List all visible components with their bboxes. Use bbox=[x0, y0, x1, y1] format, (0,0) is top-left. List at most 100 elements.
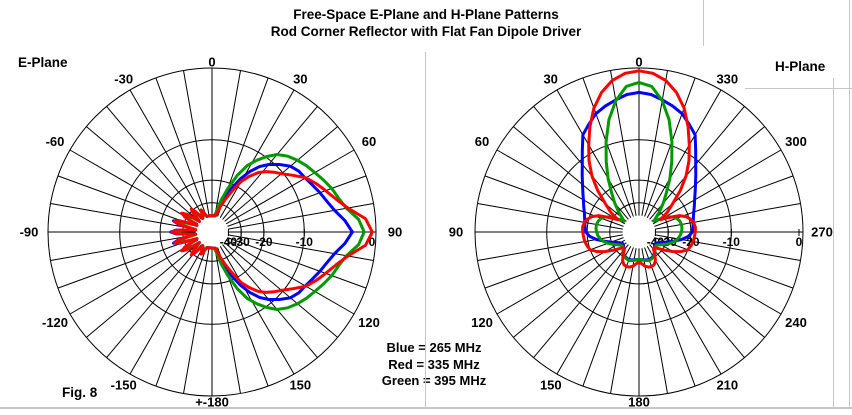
grid-spoke bbox=[651, 242, 765, 338]
window-border-bottom bbox=[0, 407, 852, 409]
angle-label: -150 bbox=[111, 377, 137, 392]
grid-spoke bbox=[222, 244, 318, 358]
db-label: -10 bbox=[296, 235, 314, 249]
angle-label: 240 bbox=[785, 315, 807, 330]
db-label: 0 bbox=[369, 235, 376, 249]
grid-spoke bbox=[50, 203, 196, 230]
db-label: -10 bbox=[723, 235, 741, 249]
grid-spoke bbox=[69, 149, 199, 225]
grid-spoke bbox=[69, 239, 199, 315]
pattern-trace-red bbox=[581, 69, 697, 269]
grid-spoke bbox=[644, 247, 696, 387]
angle-label: 0 bbox=[208, 55, 215, 70]
angle-label: 30 bbox=[543, 72, 557, 87]
grid-spoke bbox=[57, 237, 197, 289]
h-plane-chart: -40-30 -20 -10 0033030027024021018015012090… bbox=[449, 55, 833, 410]
angle-label: +-180 bbox=[195, 395, 229, 410]
angle-label: -90 bbox=[20, 225, 39, 240]
angle-label: 120 bbox=[358, 315, 380, 330]
grid-spoke bbox=[646, 89, 722, 219]
chart-title: Free-Space E-Plane and H-Plane Patterns … bbox=[0, 6, 852, 40]
angle-label: 120 bbox=[471, 315, 493, 330]
angle-label: 90 bbox=[388, 225, 402, 240]
db-label: -20 bbox=[255, 235, 273, 249]
grid-spoke bbox=[556, 245, 632, 375]
window-border-top-right bbox=[745, 88, 852, 89]
figure-label: Fig. 8 bbox=[62, 385, 98, 400]
pattern-trace-red bbox=[170, 170, 374, 294]
grid-spoke bbox=[129, 245, 205, 375]
angle-label: -30 bbox=[114, 72, 133, 87]
db-label: 0 bbox=[796, 235, 803, 249]
grid-spoke bbox=[582, 77, 634, 217]
grid-spoke bbox=[652, 149, 782, 225]
grid-spoke bbox=[513, 242, 627, 338]
grid-spoke bbox=[496, 149, 626, 225]
angle-label: 330 bbox=[716, 72, 738, 87]
e-plane-label: E-Plane bbox=[18, 55, 68, 70]
window-border-middle bbox=[425, 52, 426, 408]
angle-label: 180 bbox=[628, 395, 650, 410]
legend-item-green: Green = 395 MHz bbox=[381, 373, 487, 388]
angle-label: 60 bbox=[475, 134, 489, 149]
angle-label: 270 bbox=[811, 225, 833, 240]
angle-label: 0 bbox=[635, 55, 642, 70]
angle-label: 150 bbox=[289, 377, 311, 392]
db-label: -30 bbox=[233, 235, 251, 249]
grid-spoke bbox=[225, 149, 355, 225]
grid-spoke bbox=[484, 237, 624, 289]
grid-spoke bbox=[582, 247, 634, 387]
db-label: -40 bbox=[220, 235, 238, 249]
chart-title-line2: Rod Corner Reflector with Flat Fan Dipol… bbox=[270, 24, 582, 39]
legend-item-blue: Blue = 265 MHz bbox=[386, 340, 482, 355]
grid-spoke bbox=[155, 247, 207, 387]
grid-spoke bbox=[649, 244, 745, 358]
grid-spoke bbox=[214, 248, 241, 394]
window-border-right-outer bbox=[849, 0, 850, 407]
grid-spoke bbox=[655, 203, 801, 230]
grid-spoke bbox=[183, 248, 210, 394]
grid-spoke bbox=[646, 245, 722, 375]
grid-spoke bbox=[533, 244, 629, 358]
grid-spoke bbox=[225, 239, 355, 315]
chart-title-line1: Free-Space E-Plane and H-Plane Patterns bbox=[293, 7, 559, 22]
grid-spoke bbox=[556, 89, 632, 219]
angle-label: 300 bbox=[785, 134, 807, 149]
grid-spoke bbox=[641, 248, 668, 394]
angle-label: -120 bbox=[42, 315, 68, 330]
grid-spoke bbox=[106, 244, 202, 358]
grid-spoke bbox=[644, 77, 696, 217]
grid-spoke bbox=[129, 89, 205, 219]
legend: Blue = 265 MHz Red = 335 MHz Green = 395… bbox=[354, 340, 514, 390]
grid-spoke bbox=[86, 126, 200, 222]
legend-item-red: Red = 335 MHz bbox=[388, 356, 480, 372]
grid-spoke bbox=[50, 234, 196, 261]
angle-label: -60 bbox=[46, 134, 65, 149]
grid-spoke bbox=[214, 70, 241, 216]
grid-spoke bbox=[227, 175, 367, 227]
grid-spoke bbox=[106, 106, 202, 220]
e-plane-chart: -40-30 -20 -10 00306090120150+-180-150-120-… bbox=[20, 55, 403, 410]
angle-label: 210 bbox=[716, 377, 738, 392]
angle-label: 60 bbox=[362, 134, 376, 149]
grid-spoke bbox=[610, 248, 637, 394]
grid-spoke bbox=[610, 70, 637, 216]
grid-spoke bbox=[222, 106, 318, 220]
grid-spoke bbox=[477, 203, 623, 230]
h-plane-label: H-Plane bbox=[775, 59, 826, 74]
grid-spoke bbox=[219, 89, 295, 219]
angle-label: 150 bbox=[540, 377, 562, 392]
grid-spoke bbox=[654, 237, 794, 289]
window-border-top-stub bbox=[703, 0, 704, 46]
grid-spoke bbox=[155, 77, 207, 217]
angle-label: 30 bbox=[293, 72, 307, 87]
grid-spoke bbox=[183, 70, 210, 216]
grid-spoke bbox=[227, 237, 367, 289]
grid-spoke bbox=[219, 245, 295, 375]
grid-spoke bbox=[86, 242, 200, 338]
angle-label: 90 bbox=[449, 225, 463, 240]
window-border-right-inner bbox=[833, 78, 834, 408]
grid-spoke bbox=[57, 175, 197, 227]
